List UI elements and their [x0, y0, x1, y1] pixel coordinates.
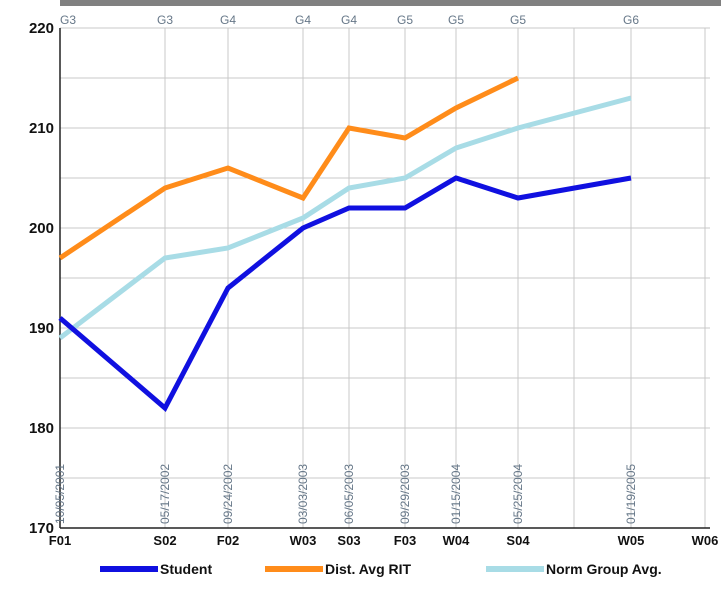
legend-label: Norm Group Avg.: [546, 561, 662, 577]
legend-label: Dist. Avg RIT: [325, 561, 412, 577]
test-date-label: 10/05/2001: [53, 464, 67, 524]
x-tick-label: W04: [443, 533, 471, 548]
x-tick-label: F03: [394, 533, 416, 548]
y-tick-label: 220: [29, 20, 54, 37]
test-date-label: 03/03/2003: [296, 464, 310, 524]
grade-label: G3: [60, 13, 76, 27]
header-rule: [60, 0, 721, 6]
x-tick-label: S02: [153, 533, 176, 548]
test-date-label: 09/29/2003: [398, 464, 412, 524]
y-tick-label: 170: [29, 520, 54, 537]
series-line-norm-group-avg: [58, 95, 632, 340]
x-tick-label: W05: [618, 533, 645, 548]
series-line-dist-avg-rit: [58, 75, 520, 261]
y-tick-label: 180: [29, 420, 54, 437]
grade-label: G5: [397, 13, 413, 27]
legend-label: Student: [160, 561, 212, 577]
grade-label: G4: [341, 13, 357, 27]
x-tick-label: W06: [692, 533, 719, 548]
x-tick-label: F02: [217, 533, 239, 548]
y-tick-label: 200: [29, 220, 54, 237]
series-line-student: [58, 175, 632, 412]
grade-label: G4: [295, 13, 311, 27]
x-tick-label: F01: [49, 533, 71, 548]
grade-label: G5: [448, 13, 464, 27]
x-tick-label: S03: [337, 533, 360, 548]
grade-label: G5: [510, 13, 526, 27]
x-tick-label: W03: [290, 533, 317, 548]
test-date-label: 05/25/2004: [511, 464, 525, 524]
grade-label: G3: [157, 13, 173, 27]
y-tick-label: 190: [29, 320, 54, 337]
grade-label: G4: [220, 13, 236, 27]
x-tick-label: S04: [506, 533, 530, 548]
y-tick-label: 210: [29, 120, 54, 137]
test-date-label: 09/24/2002: [221, 464, 235, 524]
grade-label: G6: [623, 13, 639, 27]
test-date-label: 01/19/2005: [624, 464, 638, 524]
test-date-label: 06/05/2003: [342, 464, 356, 524]
test-date-label: 01/15/2004: [449, 464, 463, 524]
test-date-label: 05/17/2002: [158, 464, 172, 524]
